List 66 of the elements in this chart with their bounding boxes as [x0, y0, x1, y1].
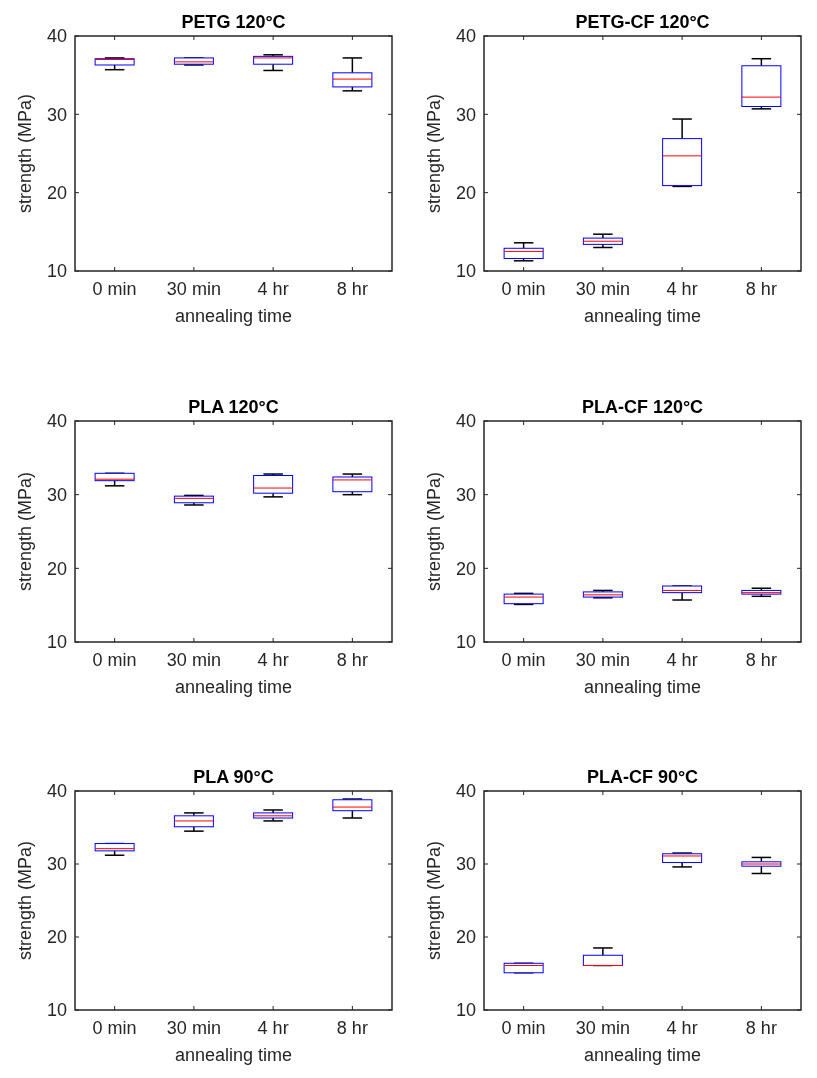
y-tick-label: 30 — [46, 104, 67, 125]
x-axis-title: annealing time — [174, 306, 293, 326]
x-tick-label: 30 min — [166, 1018, 221, 1038]
y-tick-label: 30 — [46, 484, 67, 505]
y-axis-title: strength (MPa) — [424, 93, 444, 214]
x-axis-title: annealing time — [583, 306, 702, 326]
x-tick-label: 0 min — [501, 650, 546, 670]
y-tick-label: 20 — [46, 558, 67, 579]
x-tick-label: 8 hr — [336, 279, 368, 299]
y-axis-title: strength (MPa) — [15, 93, 35, 214]
x-tick-label: 4 hr — [257, 1018, 289, 1038]
y-tick-label: 30 — [455, 854, 476, 875]
x-axis-title: annealing time — [174, 1045, 293, 1065]
y-tick-label: 20 — [455, 927, 476, 948]
x-tick-label: 0 min — [501, 279, 546, 299]
y-tick-label: 20 — [46, 927, 67, 948]
x-tick-label: 30 min — [575, 1018, 630, 1038]
y-tick-label: 10 — [46, 261, 67, 282]
x-tick-label: 30 min — [166, 650, 221, 670]
y-tick-label: 10 — [455, 261, 476, 282]
y-axis-title: strength (MPa) — [424, 471, 444, 592]
y-axis-title: strength (MPa) — [15, 840, 35, 961]
x-tick-label: 0 min — [92, 1018, 137, 1038]
x-tick-label: 4 hr — [666, 279, 698, 299]
x-tick-label: 30 min — [575, 650, 630, 670]
x-tick-label: 4 hr — [666, 650, 698, 670]
y-tick-label: 30 — [455, 104, 476, 125]
y-tick-label: 20 — [46, 182, 67, 203]
y-tick-label: 30 — [46, 854, 67, 875]
y-tick-label: 40 — [455, 26, 476, 47]
x-tick-label: 0 min — [501, 1018, 546, 1038]
y-tick-label: 10 — [455, 1000, 476, 1021]
y-tick-label: 10 — [46, 632, 67, 653]
x-axis-title: annealing time — [583, 677, 702, 697]
x-axis-title: annealing time — [583, 1045, 702, 1065]
y-tick-label: 10 — [455, 632, 476, 653]
y-tick-label: 20 — [455, 182, 476, 203]
y-axis-title: strength (MPa) — [15, 471, 35, 592]
chart-title: PLA-CF 90°C — [586, 767, 699, 787]
x-tick-label: 8 hr — [745, 650, 777, 670]
x-tick-label: 30 min — [575, 279, 630, 299]
x-tick-label: 4 hr — [257, 279, 289, 299]
y-tick-label: 40 — [46, 411, 67, 432]
chart-title: PLA 90°C — [193, 767, 274, 787]
x-tick-label: 0 min — [92, 279, 137, 299]
x-tick-label: 8 hr — [745, 1018, 777, 1038]
y-tick-label: 40 — [455, 781, 476, 802]
y-tick-label: 40 — [455, 411, 476, 432]
y-axis-title: strength (MPa) — [424, 840, 444, 961]
x-tick-label: 4 hr — [257, 650, 289, 670]
y-tick-label: 10 — [46, 1000, 67, 1021]
x-tick-label: 4 hr — [666, 1018, 698, 1038]
x-axis-title: annealing time — [174, 677, 293, 697]
y-tick-label: 20 — [455, 558, 476, 579]
x-tick-label: 0 min — [92, 650, 137, 670]
x-tick-label: 8 hr — [336, 1018, 368, 1038]
y-tick-label: 30 — [455, 484, 476, 505]
chart-title: PLA 120°C — [188, 397, 279, 417]
y-tick-label: 40 — [46, 781, 67, 802]
x-tick-label: 8 hr — [745, 279, 777, 299]
x-tick-label: 30 min — [166, 279, 221, 299]
chart-title: PLA-CF 120°C — [581, 397, 704, 417]
chart-title: PETG 120°C — [181, 12, 286, 32]
chart-title: PETG-CF 120°C — [575, 12, 710, 32]
x-tick-label: 8 hr — [336, 650, 368, 670]
y-tick-label: 40 — [46, 26, 67, 47]
